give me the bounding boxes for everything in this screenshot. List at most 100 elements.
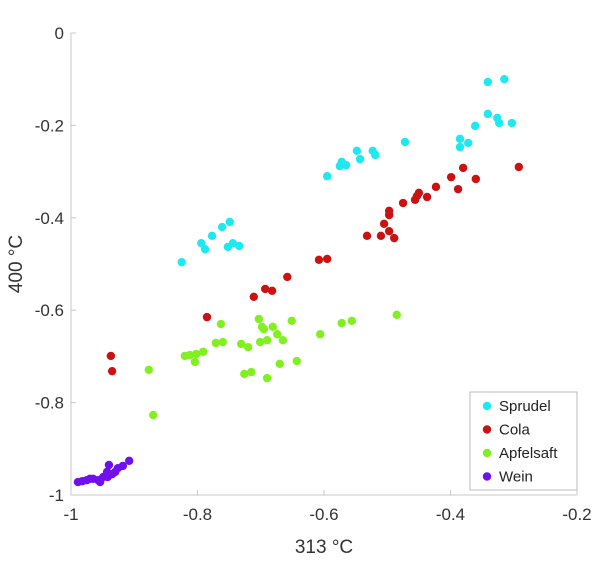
y-tick-label: -0.6 xyxy=(35,301,64,320)
data-point xyxy=(104,460,114,470)
y-tick-label: 0 xyxy=(55,24,64,43)
data-point xyxy=(352,146,362,156)
data-point xyxy=(249,292,258,302)
data-point xyxy=(314,255,324,265)
data-point xyxy=(455,142,465,152)
data-point xyxy=(211,338,221,348)
data-point xyxy=(355,154,365,164)
data-point xyxy=(180,351,190,361)
data-point xyxy=(225,217,234,227)
data-point xyxy=(322,172,332,181)
data-point xyxy=(177,257,186,267)
data-point xyxy=(470,121,480,131)
x-axis-label: 313 °C xyxy=(295,537,353,558)
data-point xyxy=(446,172,456,182)
data-point xyxy=(483,77,493,87)
series-apfelsaft xyxy=(144,310,401,420)
data-point xyxy=(107,470,117,479)
data-point xyxy=(278,336,288,345)
data-point xyxy=(202,312,212,322)
data-point xyxy=(464,138,473,148)
data-point xyxy=(514,162,524,172)
legend-label: Cola xyxy=(499,422,531,439)
legend-label: Apfelsaft xyxy=(499,445,558,462)
data-point xyxy=(190,357,200,367)
data-point xyxy=(235,241,244,251)
data-point xyxy=(254,314,264,324)
data-point xyxy=(106,351,116,361)
x-tick-label: -0.8 xyxy=(183,505,212,524)
data-point xyxy=(268,322,277,332)
data-points xyxy=(73,75,524,487)
data-point xyxy=(216,319,226,329)
legend: Sprudel Cola Apfelsaft Wein xyxy=(469,391,578,491)
data-point xyxy=(384,210,394,220)
data-point xyxy=(259,324,269,334)
data-point xyxy=(107,366,117,376)
y-tick-label: -0.4 xyxy=(35,209,64,228)
data-point xyxy=(262,336,272,345)
data-point xyxy=(292,356,302,366)
legend-label: Wein xyxy=(499,469,533,486)
data-point xyxy=(362,231,372,241)
data-point xyxy=(500,75,509,84)
data-point xyxy=(124,456,134,466)
data-point xyxy=(95,477,105,487)
data-point xyxy=(200,245,210,254)
data-point xyxy=(217,222,227,232)
data-point xyxy=(322,254,332,264)
data-point xyxy=(392,310,401,320)
data-point xyxy=(422,192,432,202)
data-point xyxy=(400,137,410,147)
data-point xyxy=(207,231,217,241)
data-point xyxy=(483,109,493,119)
data-point xyxy=(85,474,95,484)
x-tick-label: -0.6 xyxy=(309,505,338,524)
data-point xyxy=(316,330,325,339)
series-sprudel xyxy=(177,75,517,267)
y-tick-label: -1 xyxy=(49,486,64,505)
data-point xyxy=(398,198,408,208)
data-point xyxy=(218,337,227,347)
data-point xyxy=(118,461,128,471)
data-point xyxy=(198,347,208,356)
data-point xyxy=(335,161,345,171)
data-point xyxy=(431,182,441,192)
data-point xyxy=(78,476,87,486)
legend-label: Sprudel xyxy=(499,398,551,415)
data-point xyxy=(197,239,206,248)
y-axis-label: 400 °C xyxy=(6,235,27,293)
data-point xyxy=(287,316,296,326)
data-point xyxy=(149,410,158,420)
data-point xyxy=(272,330,282,339)
data-point xyxy=(262,373,272,383)
data-point xyxy=(192,349,201,359)
data-point xyxy=(379,219,389,229)
data-point xyxy=(453,184,463,194)
data-point xyxy=(507,118,517,128)
data-point xyxy=(412,191,422,201)
legend-marker xyxy=(482,448,492,458)
data-point xyxy=(495,118,504,128)
x-tick-label: -1 xyxy=(63,505,78,524)
legend-marker xyxy=(482,472,492,481)
y-tick-label: -0.8 xyxy=(35,394,64,413)
data-point xyxy=(390,233,399,243)
data-point xyxy=(144,365,153,374)
data-point xyxy=(341,160,351,170)
data-point xyxy=(283,272,292,282)
legend-marker xyxy=(482,425,492,434)
x-tick-label: -0.4 xyxy=(436,505,465,524)
data-point xyxy=(228,239,238,248)
legend-marker xyxy=(482,401,492,411)
data-point xyxy=(455,134,465,143)
data-point xyxy=(260,284,270,294)
data-point xyxy=(347,316,357,326)
data-point xyxy=(267,286,277,295)
series-wein xyxy=(73,456,134,487)
data-point xyxy=(243,342,253,352)
data-point xyxy=(376,231,386,241)
data-point xyxy=(371,150,380,160)
y-tick-label: -0.2 xyxy=(35,116,64,135)
